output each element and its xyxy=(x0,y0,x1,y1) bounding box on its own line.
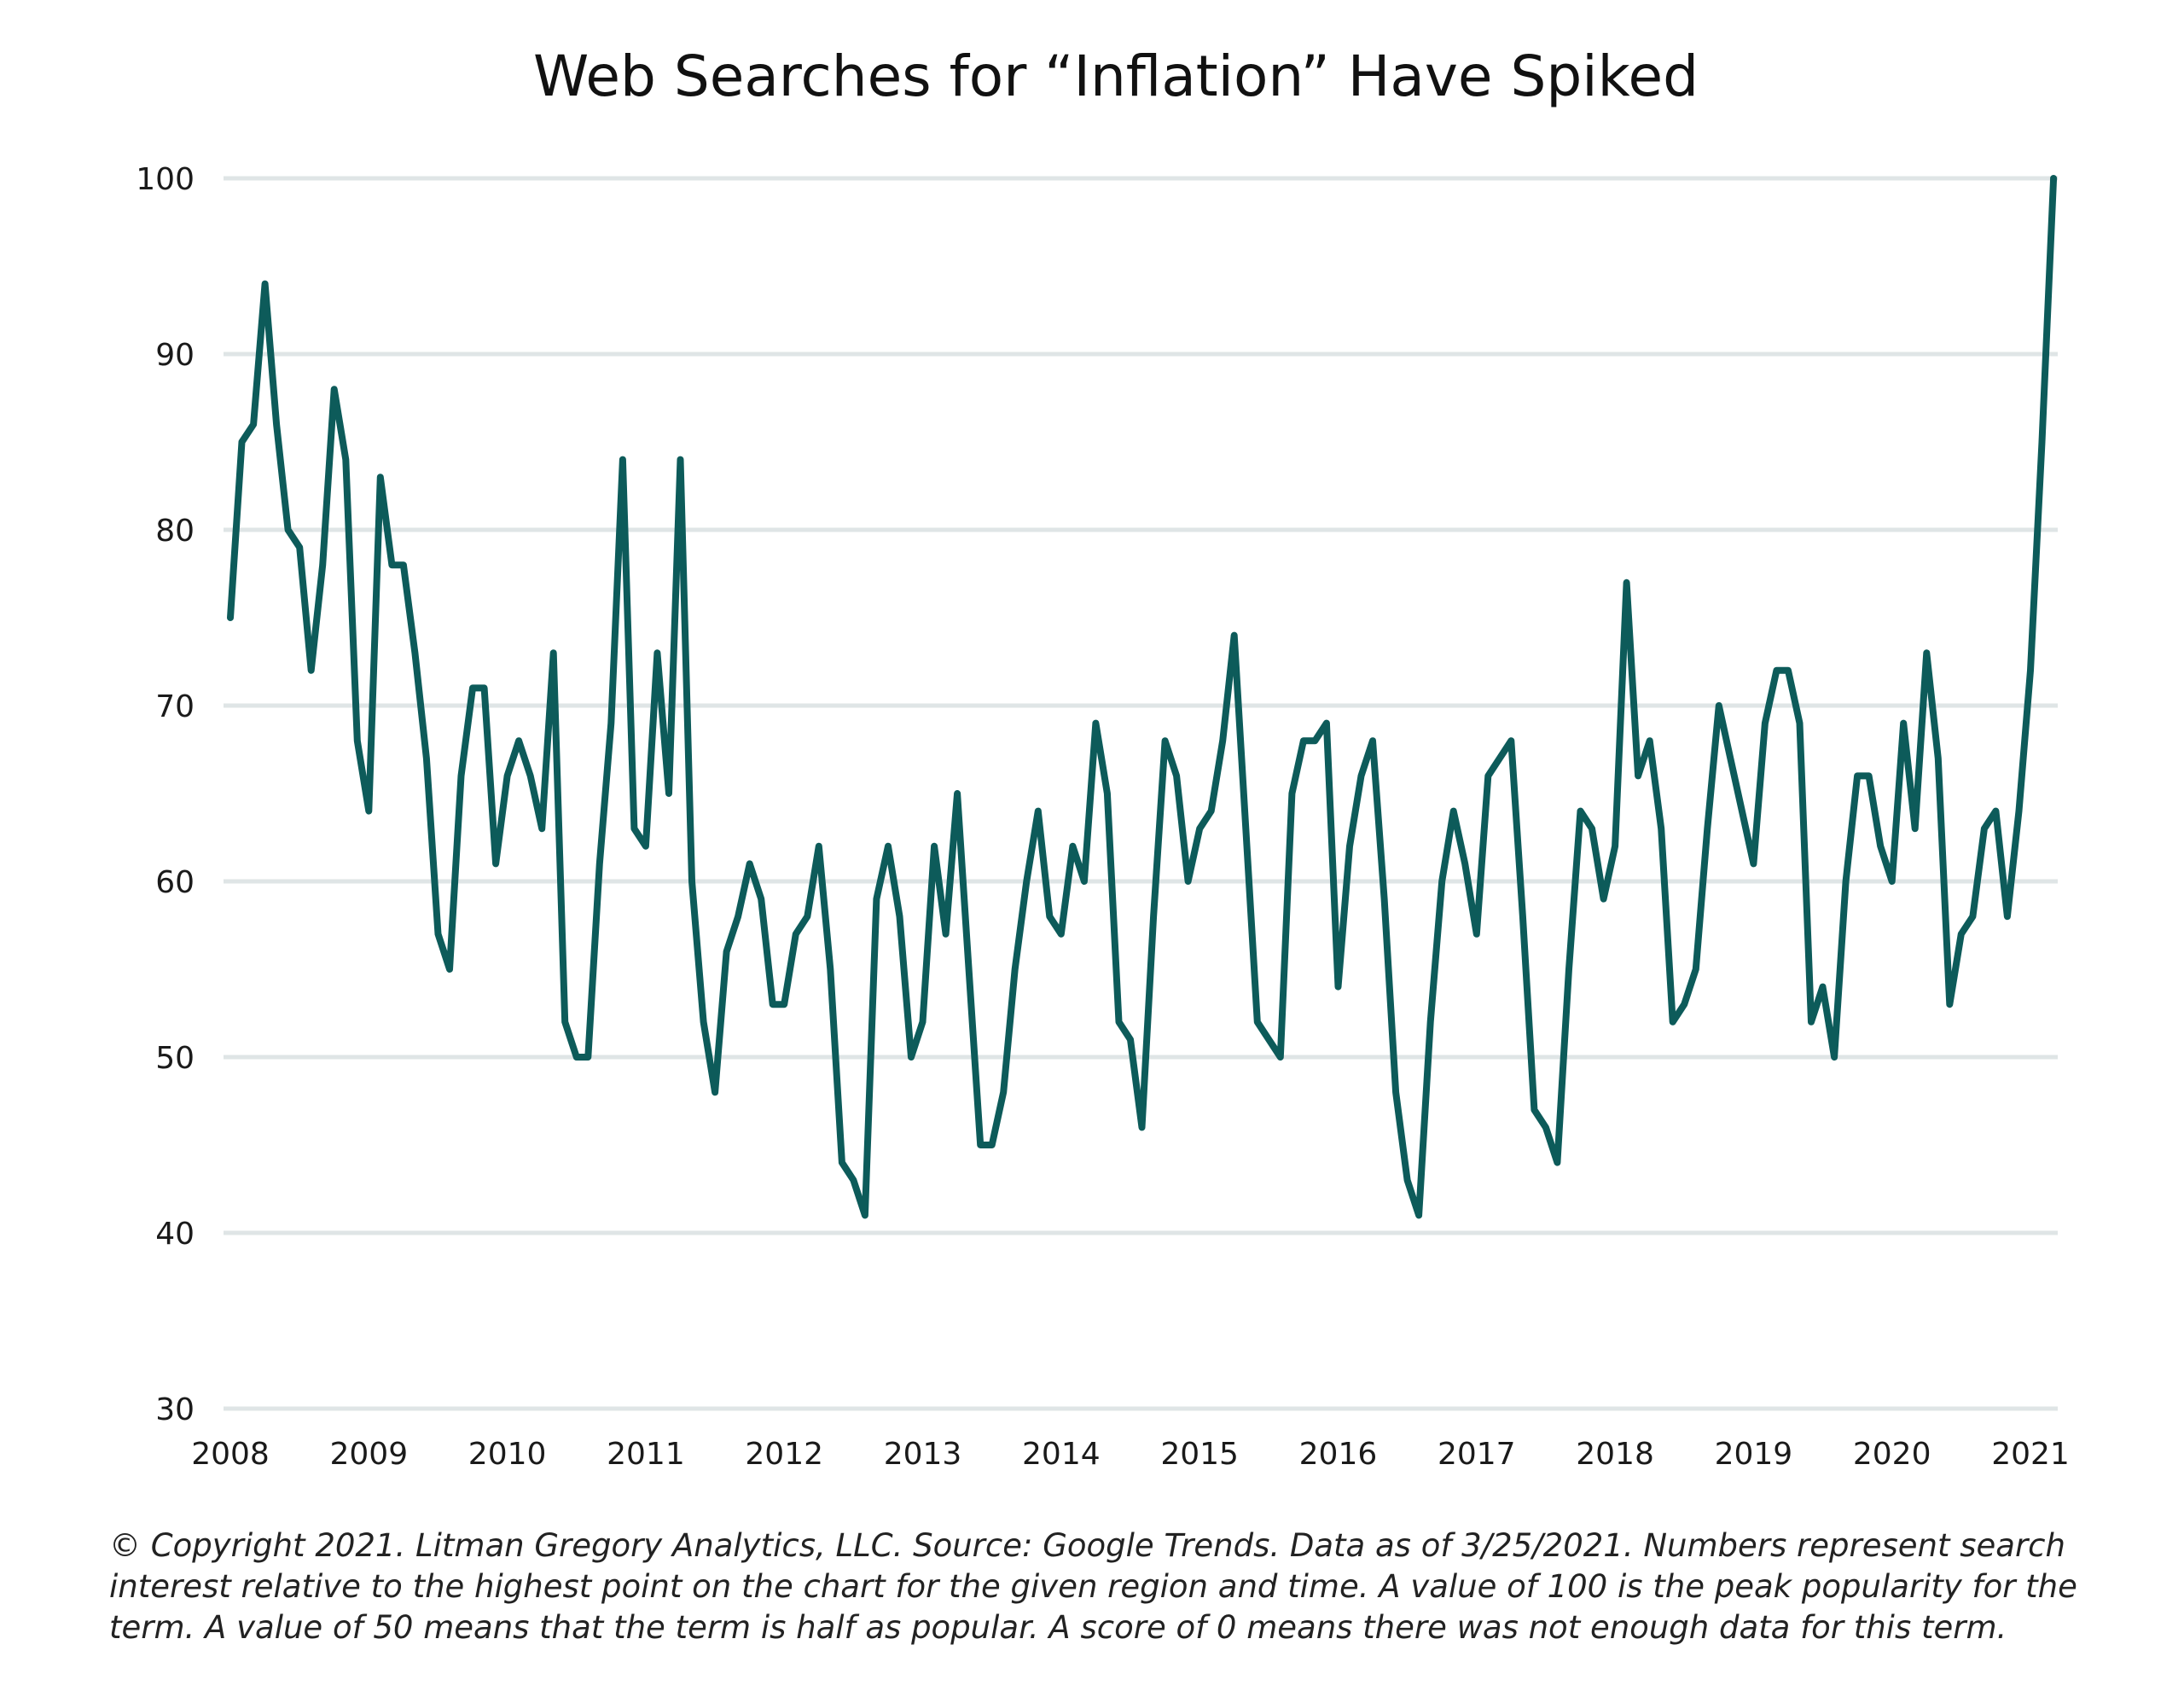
series-layer xyxy=(227,175,2058,1219)
x-tick-label-2011: 2011 xyxy=(607,1437,685,1472)
y-tick-label-90: 90 xyxy=(155,338,195,373)
x-tick-label-2008: 2008 xyxy=(191,1437,270,1472)
x-tick-label-2017: 2017 xyxy=(1438,1437,1516,1472)
x-tick-label-2021: 2021 xyxy=(1991,1437,2070,1472)
y-tick-label-70: 70 xyxy=(155,689,195,724)
x-tick-label-2020: 2020 xyxy=(1853,1437,1931,1472)
x-tick-label-2014: 2014 xyxy=(1022,1437,1101,1472)
x-tick-label-2009: 2009 xyxy=(329,1437,408,1472)
x-tick-label-2018: 2018 xyxy=(1576,1437,1654,1472)
y-tick-label-50: 50 xyxy=(155,1041,195,1076)
chart-title: Web Searches for “Inflation” Have Spiked xyxy=(533,44,1699,109)
y-tick-label-40: 40 xyxy=(155,1217,195,1252)
x-tick-label-2012: 2012 xyxy=(745,1437,823,1472)
y-axis-ticks: 30 40 50 60 70 80 90 100 xyxy=(136,162,195,1427)
gridlines xyxy=(224,176,2058,1411)
series-line-0 xyxy=(227,175,2058,1219)
x-tick-label-2015: 2015 xyxy=(1160,1437,1239,1472)
x-tick-label-2019: 2019 xyxy=(1715,1437,1793,1472)
x-tick-label-2013: 2013 xyxy=(884,1437,962,1472)
x-tick-label-2010: 2010 xyxy=(468,1437,547,1472)
y-tick-label-30: 30 xyxy=(155,1392,195,1427)
y-tick-label-80: 80 xyxy=(155,514,195,549)
y-tick-label-60: 60 xyxy=(155,865,195,900)
x-axis-ticks: 2008 2009 2010 2011 2012 2013 2014 2015 2016 2017… xyxy=(191,1437,2070,1472)
x-tick-label-2016: 2016 xyxy=(1299,1437,1378,1472)
y-tick-label-100: 100 xyxy=(136,162,195,197)
source-footnote: © Copyright 2021. Litman Gregory Analyti… xyxy=(109,1527,2077,1646)
